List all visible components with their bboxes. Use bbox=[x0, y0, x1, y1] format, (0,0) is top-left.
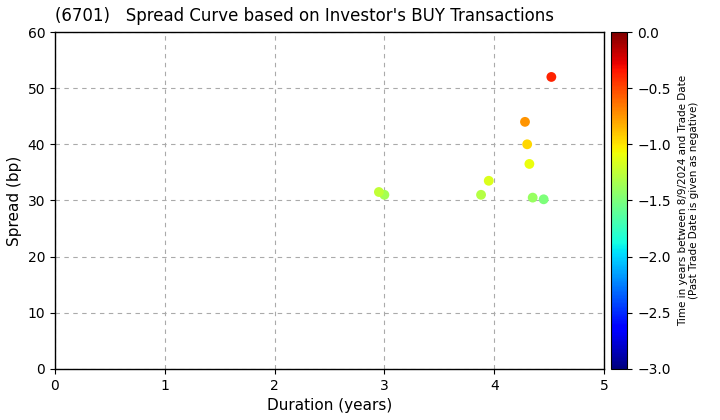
Point bbox=[546, 74, 557, 80]
Y-axis label: Spread (bp): Spread (bp) bbox=[7, 155, 22, 246]
Point bbox=[475, 192, 487, 198]
Point bbox=[523, 160, 535, 167]
Point bbox=[521, 141, 533, 148]
Y-axis label: Time in years between 8/9/2024 and Trade Date
(Past Trade Date is given as negat: Time in years between 8/9/2024 and Trade… bbox=[678, 75, 699, 326]
Point bbox=[373, 189, 384, 195]
Point bbox=[519, 118, 531, 125]
Point bbox=[538, 196, 549, 203]
Point bbox=[527, 194, 539, 201]
X-axis label: Duration (years): Duration (years) bbox=[267, 398, 392, 413]
Point bbox=[379, 192, 390, 198]
Text: (6701)   Spread Curve based on Investor's BUY Transactions: (6701) Spread Curve based on Investor's … bbox=[55, 7, 554, 25]
Point bbox=[483, 177, 495, 184]
